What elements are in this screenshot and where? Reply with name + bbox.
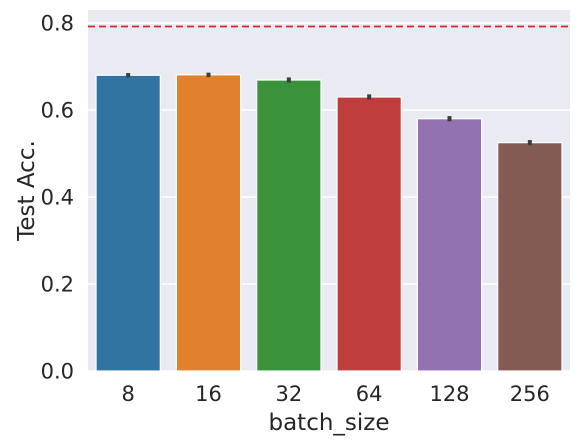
bar-16 — [175, 74, 242, 372]
x-tick-label-128: 128 — [429, 382, 469, 406]
x-tick-labels: 8 16 32 64 128 256 — [121, 382, 549, 406]
bar-128 — [416, 118, 483, 372]
x-tick-label-16: 16 — [195, 382, 222, 406]
y-tick-label-0.8: 0.8 — [41, 12, 74, 36]
y-tick-label-0.0: 0.0 — [41, 360, 74, 384]
bar-32 — [256, 79, 322, 372]
x-tick-label-8: 8 — [121, 382, 134, 406]
bar-64 — [336, 96, 402, 372]
y-tick-label-0.4: 0.4 — [41, 186, 74, 210]
y-tick-label-0.2: 0.2 — [41, 273, 74, 297]
bar-256 — [497, 142, 563, 372]
x-tick-label-64: 64 — [356, 382, 383, 406]
y-tick-label-0.6: 0.6 — [41, 99, 74, 123]
plot-background — [88, 10, 570, 371]
error-bars — [126, 72, 532, 146]
y-axis-label: Test Acc. — [14, 140, 40, 242]
x-tick-label-256: 256 — [510, 382, 550, 406]
y-tick-labels: 0.0 0.2 0.4 0.6 0.8 — [41, 12, 74, 384]
bars — [95, 74, 563, 372]
bar-8 — [95, 74, 161, 372]
gridlines — [88, 22, 570, 372]
x-axis-label: batch_size — [268, 410, 389, 436]
x-tick-label-32: 32 — [275, 382, 302, 406]
